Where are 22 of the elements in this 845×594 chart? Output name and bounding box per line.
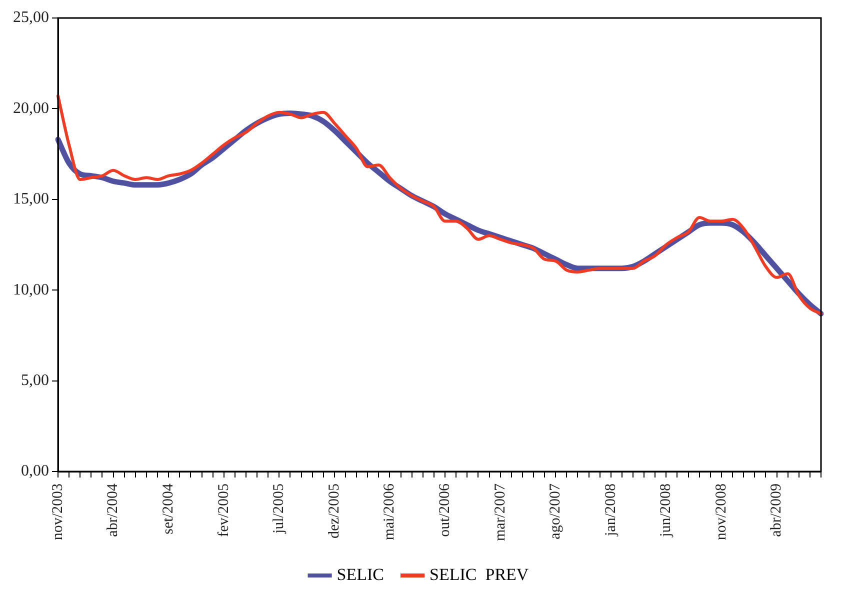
x-tick-label: out/2006 <box>436 483 453 537</box>
x-tick-label: nov/2003 <box>50 484 66 540</box>
legend-label: SELIC <box>336 564 384 584</box>
x-tick-label: dez/2005 <box>326 484 342 538</box>
x-tick-label: jul/2005 <box>271 484 288 535</box>
y-tick-label: 25,00 <box>13 9 49 26</box>
x-tick-label: jan/2008 <box>602 484 619 538</box>
x-tick-label: fev/2005 <box>216 484 232 537</box>
y-tick-label: 15,00 <box>13 190 49 208</box>
y-tick-label: 20,00 <box>13 100 49 117</box>
y-tick-label: 5,00 <box>21 372 49 390</box>
x-tick-label: abr/2004 <box>105 483 122 537</box>
x-tick-label: abr/2009 <box>768 484 785 537</box>
y-tick-label: 10,00 <box>13 281 49 298</box>
x-tick-label: ago/2007 <box>548 483 564 540</box>
x-tick-label: mar/2007 <box>492 483 508 542</box>
x-tick-label: nov/2008 <box>713 484 730 540</box>
x-tick-label: mai/2006 <box>382 483 398 540</box>
x-tick-label: set/2004 <box>160 483 177 534</box>
legend-label: SELIC PREV <box>430 564 530 584</box>
y-tick-label: 0,00 <box>21 462 49 480</box>
x-tick-label: jun/2008 <box>658 484 674 538</box>
